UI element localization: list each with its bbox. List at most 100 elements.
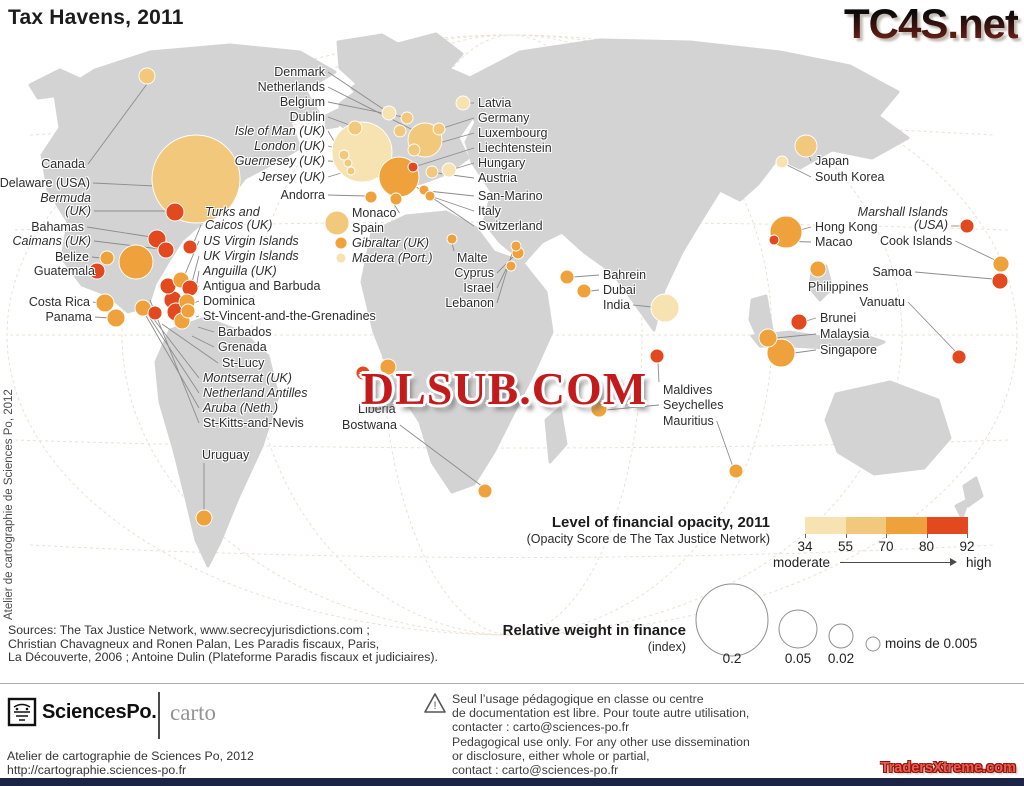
opacity-scale-moderate: moderate [772, 555, 830, 570]
marker-brunei [790, 313, 808, 331]
opacity-tickmark [967, 534, 968, 538]
marker-marshall-islands [959, 218, 975, 234]
marker-north-europe [393, 124, 407, 138]
marker-israel [505, 260, 517, 272]
weight-label-0-02: 0.02 [827, 651, 855, 666]
opacity-legend-title: Level of financial opacity, 2011 [551, 514, 770, 531]
opacity-swatch-4 [926, 517, 968, 534]
leader-st-lucy [161, 323, 219, 364]
marker-malaysia [758, 328, 778, 348]
marker-hungary [441, 162, 457, 178]
marker-mauritius [728, 463, 744, 479]
marker-guernesey [343, 158, 353, 168]
marker-caribbean-9 [147, 305, 163, 321]
marker-costa-rica [95, 293, 115, 313]
footer-divider [0, 683, 1024, 684]
leader-bahrein [572, 274, 600, 278]
leader-grenada [191, 335, 215, 348]
opacity-tickmark [926, 534, 928, 538]
leader-vanuatu [907, 301, 957, 353]
marker-germany [432, 122, 446, 136]
weight-label-0-2: 0.2 [722, 651, 742, 666]
marker-luxembourg [407, 143, 421, 157]
leader-barbados [197, 326, 215, 333]
leader-netherland-antilles [145, 311, 200, 394]
leader-aruba-neth [140, 306, 200, 409]
marker-belgium [400, 111, 414, 125]
marker-liberia [355, 365, 371, 381]
haven-markers [88, 67, 1010, 527]
leader-seychelles [605, 404, 660, 411]
marker-belize [99, 250, 115, 266]
opacity-swatch-1 [805, 517, 846, 534]
weight-legend-subtitle: (index) [647, 640, 686, 654]
sources-text: Sources: The Tax Justice Network, www.se… [8, 623, 438, 665]
leader-bahamas [86, 226, 152, 238]
marker-vanuatu [951, 349, 967, 365]
marker-austria [425, 165, 439, 179]
footer-credit-url: http://cartographie.sciences-po.fr [7, 763, 187, 777]
watermark-top-right: TC4S.net [843, 0, 1019, 47]
marker-denmark [381, 105, 397, 121]
leader-st-kitts-and-nevis [149, 299, 200, 424]
weight-circle-0-05 [778, 609, 818, 649]
leader-mauritius [716, 420, 734, 468]
marker-turks-caicos [182, 239, 198, 255]
leader-singapore [793, 349, 817, 354]
weight-circle-0-2 [695, 583, 769, 657]
marker-bostwana [477, 483, 493, 499]
weight-legend-circles [695, 583, 881, 657]
opacity-tick-92: 92 [959, 539, 975, 554]
page-title: Tax Havens, 2011 [8, 6, 184, 29]
leader-hungary [453, 162, 475, 170]
usage-notice: Seul l’usage pédagogique en classe ou ce… [452, 692, 750, 778]
marker-monaco [389, 192, 403, 206]
watermark-center: DLSUB.COM [360, 363, 648, 414]
svg-text:!: ! [433, 700, 436, 712]
footer-credit-line1: Atelier de cartographie de Sciences Po, … [7, 749, 254, 763]
leader-dubai [589, 289, 600, 292]
marker-bahrein [559, 269, 575, 285]
opacity-swatch-2 [845, 517, 887, 534]
opacity-swatch-3 [886, 517, 927, 534]
opacity-tick-70: 70 [878, 539, 894, 554]
marker-samoa [991, 272, 1009, 290]
marker-guatemala [88, 262, 106, 280]
marker-canada [138, 67, 156, 85]
marker-seychelles [590, 400, 608, 418]
weight-label-moins-de-0-005: moins de 0.005 [885, 636, 978, 651]
leader-delaware-usa [92, 182, 156, 187]
logo-divider [158, 692, 160, 739]
marker-latvia [455, 95, 471, 111]
leader-maldives [657, 362, 660, 383]
leader-caimans-uk [93, 240, 161, 250]
marker-cook-islands [992, 255, 1010, 273]
marker-west-africa [379, 358, 397, 376]
marker-gibraltar [334, 236, 348, 250]
leader-india [633, 304, 653, 308]
leader-malaysia [775, 333, 817, 339]
leader-israel [496, 264, 509, 289]
marker-bermuda [165, 202, 185, 222]
marker-south-korea [775, 155, 789, 169]
leader-samoa [914, 271, 994, 280]
leader-liechtenstein [416, 147, 475, 167]
marker-maldives [649, 348, 665, 364]
leader-st-vincent-and-the-grenadines [195, 315, 200, 318]
marker-philippines [809, 260, 827, 278]
marker-jersey [346, 166, 356, 176]
marker-spain [324, 210, 350, 236]
marker-uruguay [195, 509, 213, 527]
leader-netherlands [327, 86, 416, 132]
marker-madera [335, 252, 347, 264]
leader-south-korea [786, 164, 812, 178]
opacity-tickmark [845, 534, 847, 538]
marker-caribbean-hub [118, 244, 154, 280]
marker-isle-of-man [338, 149, 350, 161]
leader-brunei [805, 317, 817, 322]
marker-dubai [576, 283, 592, 299]
marker-india [650, 293, 680, 323]
marker-italy [424, 190, 436, 202]
